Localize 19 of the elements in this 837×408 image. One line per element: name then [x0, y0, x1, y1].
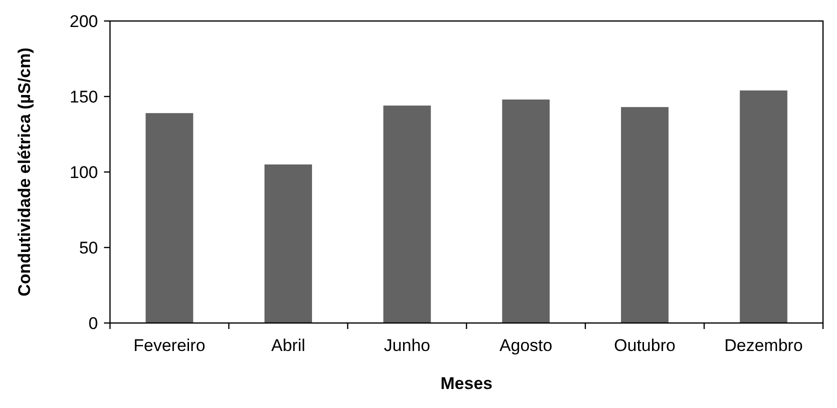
x-tick-label: Dezembro — [724, 336, 803, 355]
x-tick-label: Abril — [271, 336, 306, 355]
y-axis-title: Condutividade elétrica (µS/cm) — [15, 48, 34, 296]
bar — [740, 90, 788, 323]
bar — [264, 164, 312, 323]
y-tick-label: 0 — [88, 314, 98, 333]
y-tick-label: 150 — [70, 87, 98, 106]
x-tick-label: Outubro — [614, 336, 676, 355]
bar — [620, 107, 669, 323]
x-tick-label: Fevereiro — [134, 336, 206, 355]
y-tick-label: 50 — [79, 238, 98, 258]
y-tick-label: 200 — [70, 12, 98, 31]
bar — [502, 100, 550, 323]
x-axis-title: Meses — [440, 374, 492, 393]
x-tick-label: Junho — [384, 336, 430, 355]
bar — [383, 106, 431, 323]
x-tick-label: Agosto — [499, 336, 552, 355]
bar — [146, 113, 194, 323]
y-tick-label: 100 — [70, 162, 98, 182]
